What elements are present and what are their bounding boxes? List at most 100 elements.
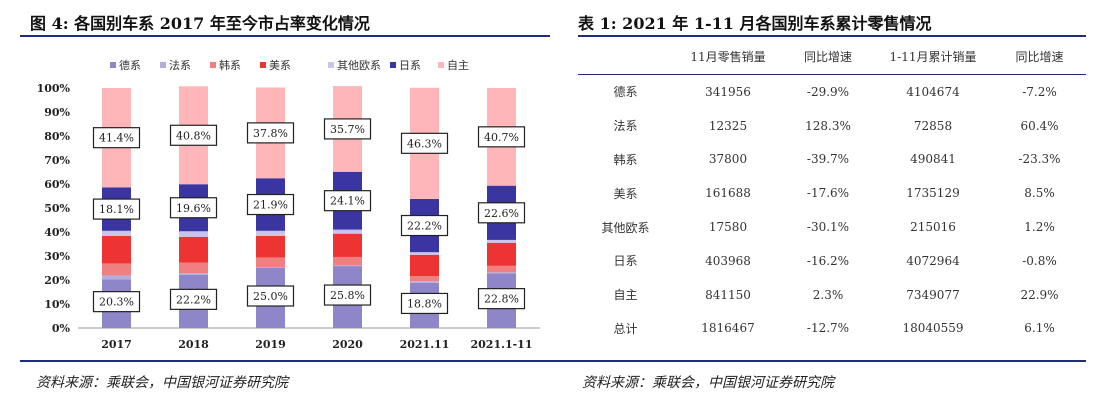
bar-segment	[333, 233, 362, 257]
data-label: 37.8%	[253, 127, 288, 140]
table-cell: 490841	[910, 152, 956, 167]
data-label: 18.8%	[407, 297, 442, 310]
y-tick-label: 20%	[44, 274, 70, 287]
table-cell: 403968	[705, 253, 751, 268]
bar-segment	[410, 276, 439, 282]
table-cell: 72858	[913, 118, 953, 133]
data-label-box	[246, 285, 295, 307]
row-label-cell: 总计	[613, 321, 638, 336]
legend-swatch	[160, 62, 166, 68]
y-tick-label: 50%	[44, 202, 70, 215]
table-cell: -30.1%	[806, 220, 850, 235]
data-label: 19.6%	[176, 202, 211, 215]
legend-label: 其他欧系	[337, 59, 381, 72]
table-header-cell	[578, 38, 673, 75]
bar-segment	[333, 229, 362, 234]
data-label: 40.8%	[176, 129, 211, 142]
legend-swatch	[390, 62, 396, 68]
data-label: 18.1%	[99, 203, 134, 216]
table-cell: -12.7%	[806, 321, 850, 336]
data-label: 24.1%	[330, 195, 365, 208]
chart-top-rule	[20, 35, 550, 37]
row-label-cell: 自主	[613, 288, 638, 303]
table-cell: 37800	[708, 152, 748, 167]
row-label-cell: 日系	[613, 254, 638, 269]
legend-label: 法系	[169, 58, 191, 72]
table-cell: -39.7%	[806, 152, 850, 167]
table-cell: 128.3%	[805, 118, 851, 133]
chart-source-note: 资料来源：乘联会，中国银河证券研究院	[36, 375, 288, 391]
table-cell: 2.3%	[812, 287, 844, 302]
y-tick-label: 80%	[44, 130, 70, 143]
row-label-cell: 法系	[613, 119, 638, 134]
x-tick-label: 2021.11	[400, 338, 450, 351]
data-label-box	[92, 127, 141, 149]
row-label-cell: 其他欧系	[601, 220, 650, 235]
y-tick-label: 100%	[37, 82, 71, 95]
legend-label: 日系	[399, 59, 421, 72]
table-cell: 6.1%	[1024, 321, 1055, 336]
bar-segment	[487, 272, 516, 274]
bar-segment	[256, 267, 285, 268]
data-label-box	[477, 288, 526, 310]
y-tick-label: 40%	[44, 226, 70, 239]
bar-segment	[410, 254, 439, 277]
x-tick-label: 2020	[332, 338, 363, 351]
data-label: 21.9%	[253, 199, 288, 212]
data-label: 46.3%	[407, 137, 442, 150]
data-label-box	[323, 190, 372, 212]
data-label-box	[400, 132, 449, 154]
x-tick-label: 2019	[255, 338, 286, 351]
table-header-cell: 同比增速	[803, 49, 852, 64]
table-cell: 22.9%	[1020, 287, 1059, 302]
legend-swatch	[328, 62, 334, 68]
table-cell: 17580	[708, 220, 748, 235]
table-top-rule	[578, 35, 1086, 37]
table-cell: 161688	[705, 186, 751, 201]
table-cell: 1.2%	[1024, 220, 1055, 235]
table-header-cell: 1-11月累计销量	[889, 49, 977, 64]
table-cell: 12325	[708, 118, 748, 133]
bar-segment	[256, 235, 285, 258]
y-tick-label: 0%	[52, 322, 71, 335]
table-title: 表 1: 2021 年 1-11 月各国别车系累计零售情况	[578, 14, 932, 33]
table-row: 德系 341956 -29.9% 4104674 -7.2%	[578, 75, 1086, 109]
data-label: 41.4%	[99, 132, 134, 145]
bar-segment	[179, 273, 208, 275]
legend-label: 美系	[269, 59, 291, 72]
bar-segment	[487, 239, 516, 243]
legend-swatch	[110, 62, 116, 68]
legend-label: 韩系	[219, 58, 241, 72]
y-tick-label: 90%	[44, 106, 70, 119]
bar-segment	[179, 262, 208, 274]
legend-label: 自主	[447, 59, 469, 72]
bar-segment	[102, 230, 131, 236]
table-cell: 4104674	[906, 84, 960, 99]
y-tick-label: 70%	[44, 154, 70, 167]
table-cell: -23.3%	[1018, 152, 1061, 167]
table-cell: 341956	[705, 84, 751, 99]
row-label-cell: 德系	[613, 85, 638, 100]
bar-segment	[102, 263, 131, 276]
data-label-box	[169, 197, 218, 219]
data-label-box	[323, 284, 372, 306]
table-cell: -29.9%	[806, 84, 850, 99]
bar-segment	[179, 236, 208, 263]
bar-segment	[487, 242, 516, 266]
data-label-box	[400, 292, 449, 315]
x-tick-label: 2021.1-11	[471, 338, 533, 351]
table-cell: -16.2%	[806, 253, 850, 268]
table-cell: 7349077	[906, 287, 960, 302]
bar-segment	[333, 256, 362, 266]
y-tick-label: 10%	[44, 298, 70, 311]
table-cell: 60.4%	[1020, 118, 1059, 133]
table-row: 总计 1816467 -12.7% 18040559 6.1%	[578, 312, 1086, 346]
data-label-box	[400, 214, 449, 237]
data-label: 22.6%	[484, 207, 519, 220]
table-row: 法系 12325 128.3% 72858 60.4%	[578, 109, 1086, 143]
table-header-cell: 同比增速	[1015, 49, 1064, 64]
table-cell: 1816467	[701, 321, 755, 336]
row-label-cell: 韩系	[613, 152, 638, 167]
data-label: 25.8%	[330, 289, 365, 302]
legend-swatch	[210, 62, 216, 68]
